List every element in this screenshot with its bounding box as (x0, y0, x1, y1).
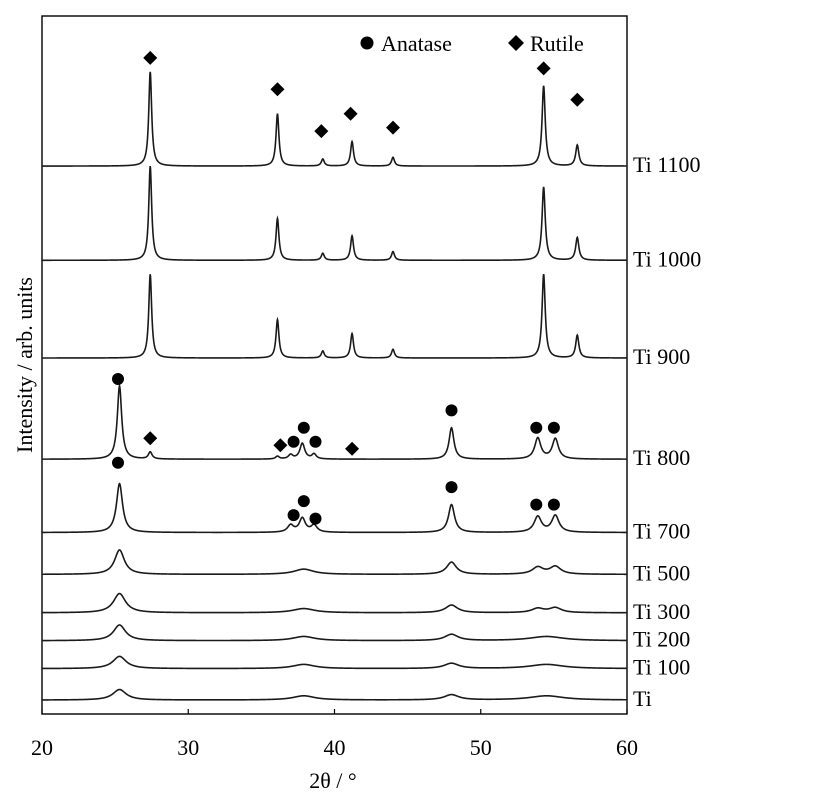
trace-ti-1100 (42, 71, 627, 167)
trace-ti-500 (42, 549, 627, 576)
anatase-marker-ti-800-8 (530, 421, 543, 434)
anatase-marker-ti-700-1 (287, 509, 300, 522)
rutile-marker-ti-800-6 (345, 441, 360, 456)
legend-rutile-label: Rutile (530, 31, 584, 56)
series-label-ti-1000: Ti 1000 (633, 246, 701, 271)
series-label-ti-800: Ti 800 (633, 445, 690, 470)
series-label-ti-900: Ti 900 (633, 344, 690, 369)
anatase-marker-ti-800-7 (445, 404, 458, 417)
y-axis-title: Intensity / arb. units (12, 277, 37, 453)
anatase-marker-ti-800-9 (547, 421, 560, 434)
series-label-ti-700: Ti 700 (633, 519, 690, 544)
x-tick-label-60: 60 (616, 735, 638, 760)
trace-ti-700 (42, 482, 627, 534)
x-tick-label-20: 20 (31, 735, 53, 760)
rutile-marker-ti-1100-1 (270, 82, 285, 97)
anatase-marker-ti-700-2 (297, 495, 310, 508)
series-label-ti-500: Ti 500 (633, 560, 690, 585)
legend: Anatase Rutile (360, 31, 584, 56)
legend-rutile-marker-icon (508, 35, 524, 51)
trace-ti-900 (42, 274, 627, 359)
anatase-marker-ti-800-0 (112, 373, 124, 385)
series-label-ti-1100: Ti 1100 (633, 152, 700, 177)
rutile-marker-ti-1100-6 (570, 92, 585, 107)
anatase-marker-ti-700-0 (112, 456, 124, 469)
anatase-marker-ti-800-5 (309, 435, 322, 448)
series-traces (41, 71, 627, 701)
anatase-marker-ti-700-5 (530, 498, 543, 511)
plot-frame (41, 15, 628, 715)
rutile-marker-ti-1100-2 (314, 124, 329, 139)
trace-ti-1000 (42, 165, 627, 262)
rutile-marker-ti-1100-5 (536, 61, 551, 76)
peak-markers (112, 50, 585, 525)
series-labels: Ti Ti 100 Ti 200 Ti 300 Ti 500 Ti 700 Ti 800 Ti… (633, 152, 701, 711)
anatase-marker-ti-700-6 (547, 498, 560, 511)
anatase-marker-ti-700-4 (445, 481, 458, 494)
rutile-marker-ti-1100-4 (386, 120, 400, 135)
trace-ti-800 (42, 383, 627, 460)
trace-ti-200 (42, 624, 627, 642)
series-label-ti: Ti (633, 686, 652, 711)
x-axis-title: 2θ / ° (309, 768, 356, 793)
series-label-ti-300: Ti 300 (633, 599, 690, 624)
rutile-marker-ti-1100-0 (143, 50, 158, 65)
rutile-marker-ti-800-2 (273, 438, 288, 453)
x-axis-ticks: 20 30 40 50 60 (31, 709, 638, 760)
trace-ti-100 (42, 655, 627, 670)
anatase-marker-ti-800-4 (297, 421, 310, 434)
anatase-marker-ti-800-3 (287, 435, 300, 448)
trace-ti-300 (41, 592, 627, 614)
legend-anatase-label: Anatase (381, 31, 452, 56)
x-tick-label-40: 40 (324, 735, 346, 760)
legend-anatase-marker-icon (360, 36, 374, 50)
trace-ti (42, 688, 627, 701)
anatase-marker-ti-700-3 (309, 512, 322, 525)
rutile-marker-ti-1100-3 (343, 106, 358, 121)
x-tick-label-30: 30 (177, 735, 199, 760)
rutile-marker-ti-800-1 (143, 431, 158, 446)
series-label-ti-200: Ti 200 (633, 627, 690, 652)
x-tick-label-50: 50 (470, 735, 492, 760)
series-label-ti-100: Ti 100 (633, 655, 690, 680)
